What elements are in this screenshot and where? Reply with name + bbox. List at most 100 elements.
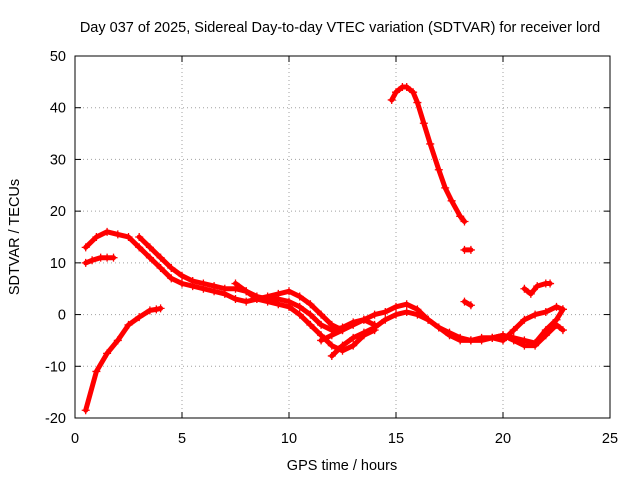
data-point (409, 88, 418, 97)
data-point (349, 333, 358, 342)
data-point (499, 336, 507, 345)
data-point (392, 302, 400, 311)
x-tick-label: 15 (388, 431, 404, 447)
y-tick-label: 0 (58, 308, 66, 324)
data-point (188, 276, 197, 285)
data-point (317, 310, 326, 319)
data-point (546, 279, 555, 288)
grid (75, 56, 610, 418)
series-sat-f (317, 300, 567, 348)
data-point (520, 341, 529, 350)
data-point (477, 336, 486, 345)
data-point (558, 326, 567, 335)
data-point (466, 336, 475, 345)
data-point (466, 301, 475, 310)
data-point (92, 367, 101, 376)
data-point (526, 289, 535, 298)
data-point (402, 83, 411, 92)
data-point (424, 315, 433, 324)
x-tick-label: 0 (71, 431, 79, 447)
data-point (381, 307, 390, 316)
x-axis-label: GPS time / hours (287, 458, 397, 474)
data-point (338, 326, 347, 335)
data-point (109, 253, 118, 262)
y-tick-label: 40 (50, 101, 66, 117)
data-point (210, 282, 219, 291)
data-point (359, 328, 368, 337)
data-point (156, 253, 165, 262)
data-point (103, 227, 112, 236)
data-point (541, 331, 550, 340)
series-sat-h (387, 83, 469, 226)
series-sat-a (81, 304, 165, 415)
data-point (103, 349, 112, 358)
data-point (274, 295, 283, 304)
data-point (295, 310, 304, 319)
data-point (520, 315, 529, 324)
y-tick-label: 50 (50, 49, 66, 65)
data-point (295, 292, 304, 301)
series-sat-j (460, 297, 475, 310)
data-point (456, 333, 465, 342)
data-point (349, 341, 358, 350)
data-point (81, 243, 90, 252)
x-tick-label: 20 (495, 431, 511, 447)
data-point (135, 243, 144, 252)
data-point (413, 310, 422, 319)
data-point (145, 243, 154, 252)
data-point (359, 315, 368, 324)
x-tick-label: 10 (281, 431, 297, 447)
data-point (167, 274, 176, 283)
y-tick-label: 20 (50, 204, 66, 220)
x-tick-label: 25 (602, 431, 618, 447)
data-point (370, 310, 379, 319)
data-point (413, 98, 422, 107)
series-sat-l (520, 279, 555, 298)
plot-frame (74, 55, 611, 419)
data-point (419, 119, 428, 128)
chart-title: Day 037 of 2025, Sidereal Day-to-day VTE… (80, 20, 600, 36)
y-tick-label: 30 (50, 152, 66, 168)
y-tick-label: -10 (45, 359, 66, 375)
data-point (317, 336, 326, 345)
data-point (242, 287, 251, 296)
y-axis-tick-labels: -20 -10 0 10 20 30 40 50 (45, 49, 66, 427)
data-point (447, 196, 456, 205)
data-point (135, 313, 144, 322)
data-point (387, 95, 396, 104)
data-point (533, 282, 542, 291)
series-sat-i (460, 245, 475, 254)
data-point (263, 295, 272, 304)
data-point (306, 320, 315, 329)
data-point (434, 165, 443, 174)
data-point (426, 139, 435, 148)
data-point (199, 279, 208, 288)
data-point (327, 341, 336, 350)
data-point (317, 320, 326, 329)
series-sat-b (81, 253, 118, 267)
series-sat-c (81, 227, 347, 335)
data-point (509, 326, 518, 335)
data-point (124, 233, 133, 241)
data-point (466, 245, 475, 254)
data-point (338, 341, 347, 350)
data-point (81, 258, 90, 267)
data-point (135, 233, 144, 241)
data-point (178, 279, 186, 288)
data-point (92, 233, 101, 241)
data-point (124, 320, 133, 329)
data-point (178, 271, 186, 280)
data-point (327, 331, 336, 340)
data-point (460, 297, 469, 306)
data-point (113, 336, 122, 345)
data-point (445, 328, 454, 337)
y-tick-label: -20 (45, 411, 66, 427)
data-point (306, 300, 315, 309)
data-point (520, 284, 529, 293)
data-point (460, 217, 469, 226)
data-point (81, 406, 90, 415)
data-point (145, 306, 154, 315)
data-point (509, 336, 518, 345)
data-point (441, 183, 450, 192)
